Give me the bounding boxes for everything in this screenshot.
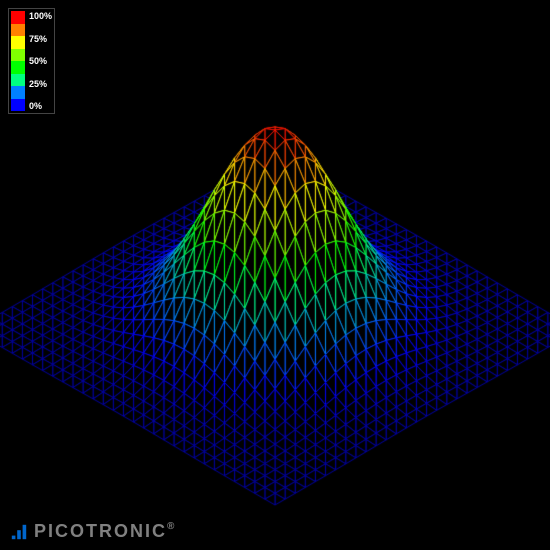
brand-text: PICOTRONIC® [34, 521, 176, 542]
brand-name: PICOTRONIC [34, 521, 167, 541]
legend-labels: 100%75%50%25%0% [29, 11, 52, 111]
brand-registered: ® [167, 521, 176, 532]
color-legend: 100%75%50%25%0% [8, 8, 55, 114]
legend-colorbar [11, 11, 25, 111]
surface-plot [0, 0, 550, 550]
brand-icon [10, 523, 28, 541]
brand-footer: PICOTRONIC® [10, 521, 176, 542]
